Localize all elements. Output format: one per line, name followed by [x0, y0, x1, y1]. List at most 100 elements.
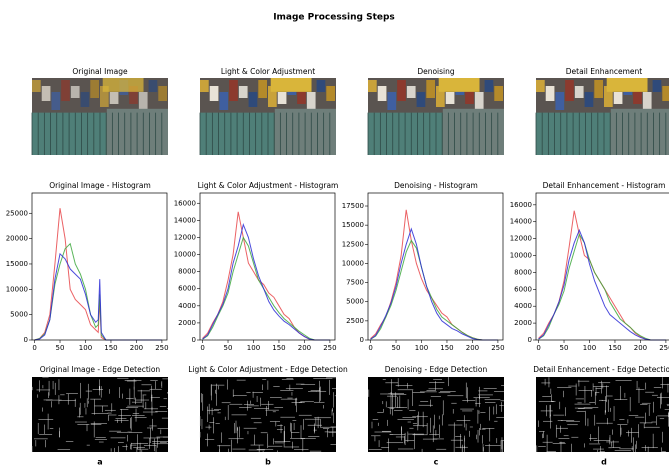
- y-tick-label: 0: [528, 336, 532, 344]
- y-tick-label: 6000: [514, 285, 532, 293]
- photo-block: [436, 86, 445, 107]
- histogram-line: [202, 211, 330, 341]
- x-tick-label: 100: [583, 344, 596, 352]
- y-tick-label: 10000: [6, 285, 28, 293]
- photo-block: [229, 80, 238, 101]
- y-tick-label: 25000: [6, 209, 28, 217]
- histogram-line: [538, 228, 666, 341]
- y-tick-label: 0: [192, 336, 196, 344]
- photo-block: [574, 86, 584, 98]
- y-tick-label: 2500: [346, 317, 364, 325]
- photo-block: [387, 92, 397, 110]
- photo-block: [555, 92, 565, 110]
- x-tick-label: 100: [415, 344, 428, 352]
- histogram-line: [370, 209, 498, 341]
- x-tick-label: 200: [634, 344, 647, 352]
- photo-block: [536, 80, 545, 92]
- photo-block: [406, 86, 416, 98]
- photo-block: [494, 86, 503, 101]
- photo-block: [90, 80, 99, 98]
- axes-frame: [31, 192, 168, 341]
- x-tick-label: 50: [56, 344, 65, 352]
- y-tick-label: 4000: [178, 302, 196, 310]
- x-tick-label: 150: [104, 344, 117, 352]
- photo-container: [610, 108, 669, 155]
- photo-block: [642, 92, 652, 113]
- x-tick-label: 0: [368, 344, 372, 352]
- photo: [31, 78, 168, 155]
- edge-image: [368, 377, 504, 452]
- photo-block: [297, 86, 306, 104]
- histogram-line: [202, 236, 330, 341]
- edge-title: Detail Enhancement - Edge Detection: [533, 365, 669, 374]
- chart-title: Detail Enhancement - Histogram: [543, 181, 666, 190]
- photo-block: [377, 86, 387, 101]
- panel-label: b: [265, 458, 271, 466]
- photo-block: [258, 80, 267, 98]
- panel-label: a: [97, 458, 102, 466]
- photo-block: [100, 86, 109, 107]
- x-tick-label: 0: [32, 344, 36, 352]
- y-tick-label: 7500: [346, 279, 364, 287]
- photo-block: [316, 80, 326, 92]
- y-tick-label: 2000: [178, 319, 196, 327]
- photo-block: [41, 86, 51, 101]
- histogram-line: [202, 222, 330, 341]
- photo-block: [368, 80, 377, 92]
- edge-bg: [536, 377, 669, 452]
- edge-title: Original Image - Edge Detection: [40, 365, 161, 374]
- photo-block: [326, 86, 335, 101]
- y-tick-label: 10000: [342, 259, 364, 267]
- photo-block: [32, 80, 41, 92]
- photo: [199, 78, 336, 155]
- photo: [367, 78, 504, 155]
- panel-label: c: [434, 458, 439, 466]
- y-tick-label: 2000: [514, 319, 532, 327]
- x-tick-label: 200: [130, 344, 143, 352]
- chart-title: Original Image - Histogram: [49, 181, 151, 190]
- y-tick-label: 15000: [342, 221, 364, 229]
- chart-title: Denoising - Histogram: [394, 181, 478, 190]
- photo-block: [604, 86, 613, 107]
- photo-block: [397, 80, 406, 101]
- x-tick-label: 150: [440, 344, 453, 352]
- photo-block: [633, 86, 642, 104]
- x-tick-label: 50: [560, 344, 569, 352]
- photo-block: [416, 92, 426, 107]
- y-tick-label: 12500: [342, 240, 364, 248]
- y-tick-label: 6000: [178, 285, 196, 293]
- panel-label: d: [601, 458, 607, 466]
- x-tick-label: 200: [298, 344, 311, 352]
- edge-title: Light & Color Adjustment - Edge Detectio…: [188, 365, 348, 374]
- photo-block: [652, 80, 662, 92]
- y-tick-label: 5000: [346, 298, 364, 306]
- axes-frame: [367, 192, 504, 341]
- photo-block: [51, 92, 61, 110]
- axes-frame: [535, 192, 669, 341]
- y-tick-label: 4000: [514, 302, 532, 310]
- histogram-line: [538, 210, 666, 341]
- x-tick-label: 50: [392, 344, 401, 352]
- x-tick-label: 250: [155, 344, 168, 352]
- x-tick-label: 0: [200, 344, 204, 352]
- photo-block: [277, 92, 287, 104]
- y-tick-label: 20000: [6, 235, 28, 243]
- histogram-line: [370, 227, 498, 341]
- y-tick-label: 0: [24, 336, 28, 344]
- image-title: Denoising: [417, 67, 455, 76]
- photo-block: [484, 80, 494, 92]
- y-tick-label: 12000: [174, 233, 196, 241]
- photo-block: [613, 92, 623, 104]
- y-tick-label: 15000: [6, 260, 28, 268]
- x-tick-label: 150: [272, 344, 285, 352]
- x-tick-label: 0: [536, 344, 540, 352]
- figure-title: Image Processing Steps: [273, 13, 395, 23]
- x-tick-label: 100: [79, 344, 92, 352]
- x-tick-label: 250: [491, 344, 504, 352]
- x-tick-label: 100: [247, 344, 260, 352]
- photo-block: [306, 92, 316, 113]
- y-tick-label: 0: [360, 336, 364, 344]
- photo-block: [148, 80, 158, 92]
- y-tick-label: 12000: [510, 235, 532, 243]
- image-title: Light & Color Adjustment: [221, 67, 315, 76]
